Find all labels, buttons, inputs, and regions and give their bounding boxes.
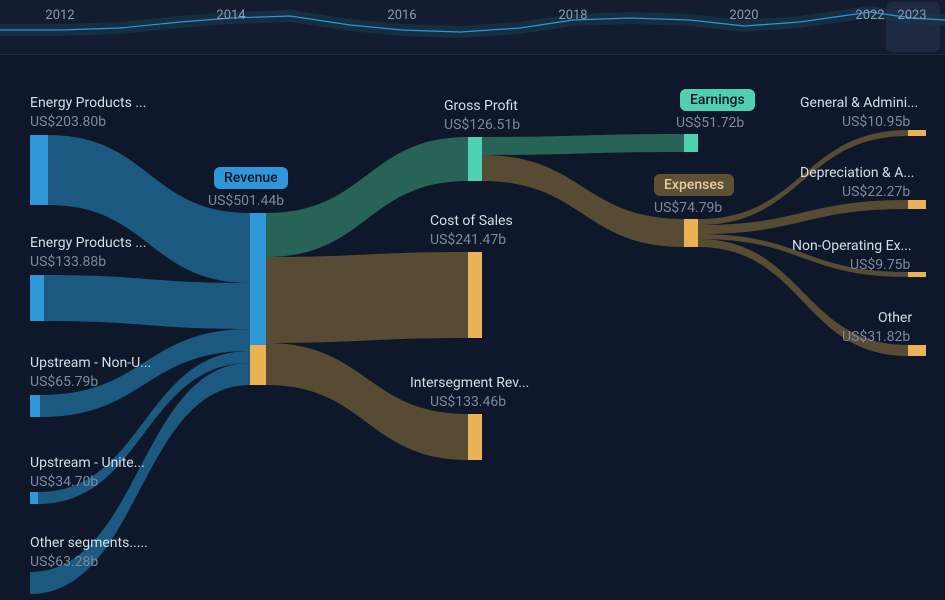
node-label-upstream2: Upstream - Unite... (30, 455, 145, 471)
node-value-gross: US$126.51b (444, 117, 520, 133)
node-value-depamort: US$22.27b (842, 184, 910, 200)
timeline-tick[interactable]: 2016 (387, 8, 416, 23)
node-bar-upstream1[interactable] (30, 395, 40, 417)
node-value-upstream2: US$34.70b (30, 474, 98, 490)
node-bar-expenses[interactable] (684, 219, 698, 247)
node-value-other: US$31.82b (842, 329, 910, 345)
node-pill-earnings[interactable]: Earnings (680, 89, 755, 111)
timeline-tick[interactable]: 2023 (897, 8, 926, 23)
node-label-depamort: Depreciation & A... (800, 165, 926, 181)
node-bar-interseg[interactable] (468, 414, 482, 460)
timeline-tick[interactable]: 2012 (45, 8, 74, 23)
node-bar-nonop[interactable] (908, 272, 926, 277)
timeline-tick[interactable]: 2022 (855, 8, 884, 23)
node-value-expenses: US$74.79b (654, 200, 722, 216)
timeline-sparkline (0, 0, 945, 54)
node-value-revenue: US$501.44b (208, 193, 284, 209)
node-label-upstream1: Upstream - Non-U... (30, 355, 151, 371)
node-bar-upstream2[interactable] (30, 492, 38, 504)
node-label-energy2: Energy Products ... (30, 235, 146, 251)
node-pill-expenses[interactable]: Expenses (654, 174, 734, 196)
node-bar-gross[interactable] (468, 137, 482, 181)
node-label-cos: Cost of Sales (430, 213, 513, 229)
node-value-earnings: US$51.72b (676, 115, 744, 131)
node-value-genadmin: US$10.95b (842, 114, 910, 130)
timeline-tick[interactable]: 2014 (216, 8, 245, 23)
node-bar-earnings[interactable] (684, 134, 698, 152)
node-label-genadmin: General & Admini... (800, 95, 926, 111)
node-bar-depamort[interactable] (908, 200, 926, 209)
node-bar-revenue[interactable] (250, 345, 266, 385)
node-bar-other[interactable] (908, 345, 926, 356)
node-label-energy1: Energy Products ... (30, 95, 146, 111)
node-value-interseg: US$133.46b (430, 394, 506, 410)
node-value-other_seg: US$63.28b (30, 554, 98, 570)
node-bar-energy1[interactable] (30, 135, 48, 205)
node-pill-revenue[interactable]: Revenue (214, 167, 288, 189)
node-value-cos: US$241.47b (430, 232, 506, 248)
node-label-other: Other (878, 310, 926, 326)
node-value-energy1: US$203.80b (30, 114, 106, 130)
node-value-upstream1: US$65.79b (30, 374, 98, 390)
node-bar-genadmin[interactable] (908, 130, 926, 136)
node-bar-energy2[interactable] (30, 275, 44, 321)
node-bar-cos[interactable] (468, 252, 482, 338)
timeline[interactable]: 2012 2014 2016 2018 2020 2022 2023 (0, 0, 945, 55)
node-value-energy2: US$133.88b (30, 254, 106, 270)
timeline-tick[interactable]: 2018 (558, 8, 587, 23)
node-value-nonop: US$9.75b (850, 257, 910, 273)
node-label-other_seg: Other segments..... (30, 535, 148, 551)
node-label-interseg: Intersegment Rev... (410, 375, 529, 391)
timeline-tick[interactable]: 2020 (729, 8, 758, 23)
node-label-gross: Gross Profit (444, 98, 518, 114)
node-label-nonop: Non-Operating Ex... (792, 238, 926, 254)
